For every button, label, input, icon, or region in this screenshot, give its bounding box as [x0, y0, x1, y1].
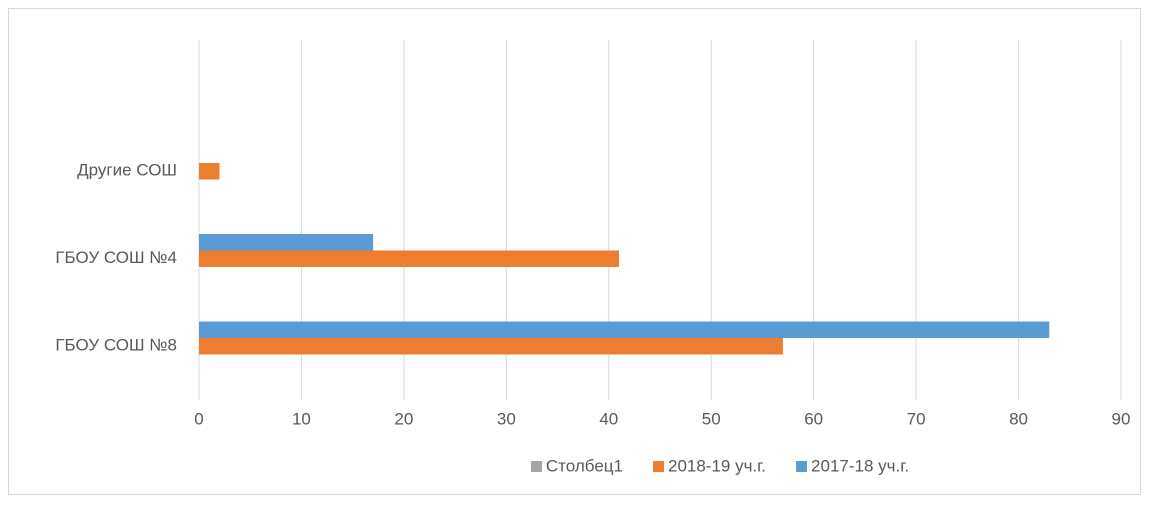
legend-swatch: [652, 461, 664, 472]
bar: [199, 321, 1050, 338]
y-tick-label: ГБОУ СОШ №8: [55, 336, 177, 355]
x-tick-label: 30: [497, 409, 516, 428]
x-tick-label: 40: [599, 409, 618, 428]
x-tick-label: 70: [907, 409, 926, 428]
legend-label: 2018-19 уч.г.: [668, 456, 766, 475]
x-tick-label: 50: [702, 409, 721, 428]
bar: [199, 163, 220, 180]
bar: [199, 234, 374, 251]
legend-swatch: [530, 461, 542, 472]
x-tick-label: 90: [1112, 409, 1131, 428]
legend-swatch: [796, 461, 808, 472]
x-tick-label: 0: [194, 409, 203, 428]
x-tick-label: 20: [394, 409, 413, 428]
x-tick-label: 10: [292, 409, 311, 428]
legend-label: 2017-18 уч.г.: [811, 456, 909, 475]
y-tick-label: Другие СОШ: [77, 161, 177, 180]
legend-label: Столбец1: [546, 456, 623, 475]
bar: [199, 250, 620, 267]
y-tick-label: ГБОУ СОШ №4: [55, 248, 177, 267]
x-tick-label: 60: [804, 409, 823, 428]
bar: [199, 338, 783, 355]
x-tick-label: 80: [1009, 409, 1028, 428]
